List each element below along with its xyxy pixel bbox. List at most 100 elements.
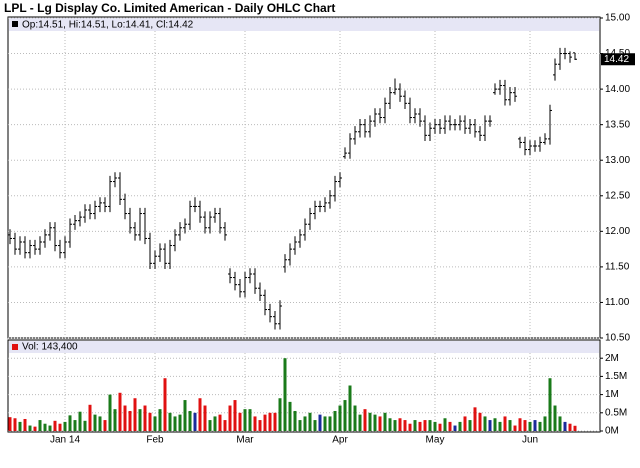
volume-bar — [128, 410, 132, 431]
volume-bar — [198, 398, 202, 431]
volume-bar — [388, 418, 392, 431]
volume-bar — [178, 414, 182, 431]
volume-bar — [528, 421, 532, 431]
y-tick-label: 12.50 — [605, 190, 630, 201]
y-tick-label: 11.50 — [605, 262, 630, 273]
y-tick-label: 15.00 — [605, 13, 630, 24]
volume-bar — [93, 414, 97, 431]
volume-bar — [568, 423, 572, 431]
volume-bar — [498, 421, 502, 431]
volume-bar — [78, 411, 82, 431]
legend-swatch — [12, 344, 18, 350]
volume-bar — [558, 416, 562, 431]
volume-bar — [373, 414, 377, 431]
volume-bar — [138, 409, 142, 431]
chart-title: LPL - Lg Display Co. Limited American - … — [4, 1, 335, 15]
volume-bar — [18, 421, 22, 431]
x-tick-label: Jun — [522, 435, 538, 446]
x-tick-label: May — [426, 435, 445, 446]
volume-bar — [478, 412, 482, 431]
volume-bar — [163, 378, 167, 431]
volume-bar — [423, 420, 427, 431]
volume-bar — [268, 412, 272, 431]
volume-bar — [203, 405, 207, 431]
volume-bar — [308, 412, 312, 431]
volume-bar — [173, 416, 177, 431]
y-tick-label: 0M — [605, 426, 619, 437]
volume-bar — [13, 418, 17, 431]
x-tick-label: Jan 14 — [50, 435, 80, 446]
volume-bar — [83, 420, 87, 431]
volume-bar — [23, 418, 27, 431]
volume-bar — [283, 358, 287, 431]
volume-bar — [123, 405, 127, 431]
last-price-label: 14.42 — [604, 54, 629, 65]
volume-bar — [108, 394, 112, 431]
volume-bar — [393, 420, 397, 431]
volume-bar — [188, 410, 192, 431]
volume-bar — [48, 425, 52, 431]
volume-bar — [193, 412, 197, 431]
volume-bar — [258, 420, 262, 431]
volume-bar — [538, 421, 542, 431]
volume-bar — [53, 420, 57, 431]
y-tick-label: 14.00 — [605, 84, 630, 95]
volume-bar — [28, 425, 32, 431]
volume-bar — [278, 398, 282, 431]
volume-bar — [443, 418, 447, 431]
y-tick-label: 11.00 — [605, 297, 630, 308]
volume-bar — [213, 416, 217, 431]
y-tick-label: 12.00 — [605, 226, 630, 237]
volume-bar — [63, 421, 67, 431]
volume-bar — [8, 417, 12, 431]
volume-bar — [183, 400, 187, 431]
volume-bar — [533, 420, 537, 431]
volume-bar — [548, 378, 552, 431]
volume-bar — [133, 398, 137, 431]
volume-bar — [438, 423, 442, 431]
volume-bar — [513, 425, 517, 431]
volume-bar — [273, 412, 277, 431]
volume-bar — [503, 416, 507, 431]
volume-bar — [318, 414, 322, 431]
volume-bar — [113, 409, 117, 431]
y-tick-label: 1M — [605, 389, 619, 400]
volume-bar — [398, 418, 402, 431]
volume-bar — [553, 405, 557, 431]
volume-bar — [383, 412, 387, 431]
volume-bar — [343, 400, 347, 431]
volume-bar — [523, 420, 527, 431]
x-tick-label: Apr — [332, 435, 348, 446]
volume-bar — [238, 412, 242, 431]
y-tick-label: 2M — [605, 353, 619, 364]
volume-bar — [448, 421, 452, 431]
volume-bar — [518, 418, 522, 431]
volume-bar — [468, 420, 472, 431]
volume-bar — [323, 416, 327, 431]
volume-bar — [168, 412, 172, 431]
volume-bar — [103, 420, 107, 431]
y-tick-label: 1.5M — [605, 371, 627, 382]
volume-bar — [488, 420, 492, 431]
volume-bar — [403, 420, 407, 431]
volume-bar — [148, 412, 152, 431]
volume-bar — [413, 420, 417, 431]
volume-bar — [338, 405, 342, 431]
volume-bar — [358, 414, 362, 431]
ohlc-legend: Op:14.51, Hi:14.51, Lo:14.41, Cl:14.42 — [22, 20, 194, 31]
volume-bar — [473, 407, 477, 431]
volume-bar — [73, 420, 77, 431]
volume-bar — [143, 405, 147, 431]
volume-bar — [298, 420, 302, 431]
volume-bar — [493, 418, 497, 431]
volume-bar — [263, 414, 267, 431]
volume-bar — [158, 409, 162, 431]
volume-bar — [543, 416, 547, 431]
volume-bar — [288, 401, 292, 431]
volume-bar — [248, 409, 252, 431]
volume-bar — [293, 410, 297, 431]
volume-bar — [328, 416, 332, 431]
volume-bar — [418, 421, 422, 431]
